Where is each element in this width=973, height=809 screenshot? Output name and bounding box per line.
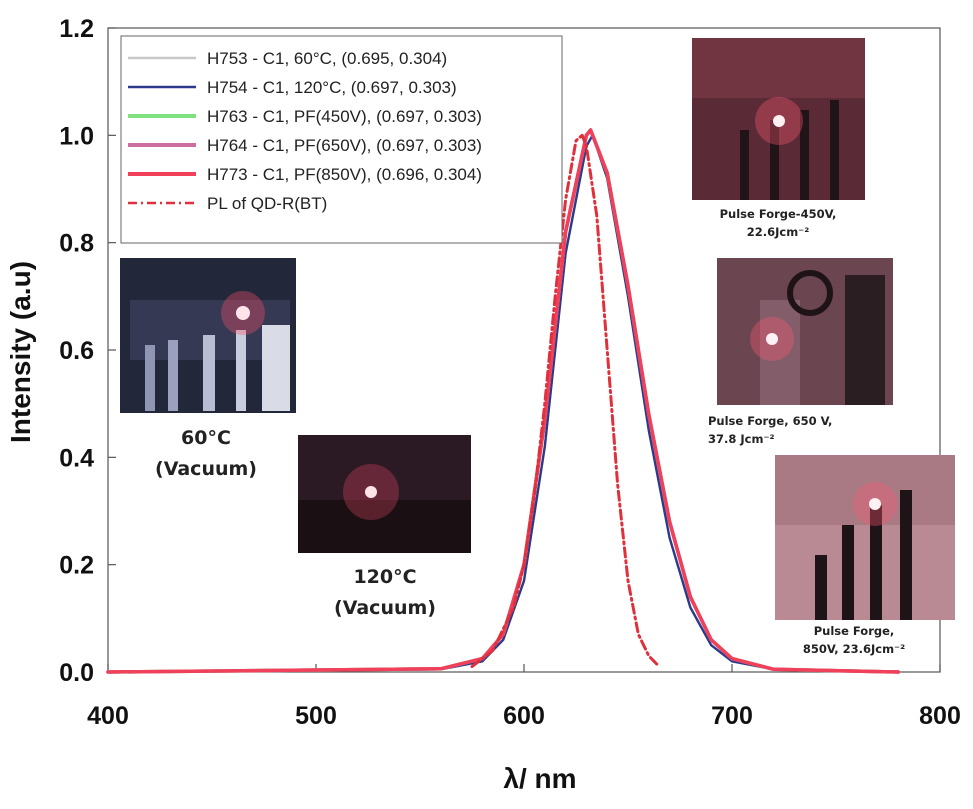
inset-pf450-caption: 22.6Jcm⁻² bbox=[747, 225, 810, 239]
legend-label-1: H754 - C1, 120°C, (0.697, 0.303) bbox=[207, 78, 457, 97]
x-axis-title: λ/ nm bbox=[503, 763, 576, 794]
inset-pf650-caption: Pulse Forge, 650 V, bbox=[708, 414, 832, 428]
y-tick-label: 0.0 bbox=[59, 659, 94, 687]
inset-pf850-caption: Pulse Forge, bbox=[814, 624, 895, 638]
inset-pf850-caption: 850V, 23.6Jcm⁻² bbox=[803, 642, 905, 656]
inset-60c bbox=[120, 258, 296, 413]
x-tick-label: 700 bbox=[711, 702, 753, 730]
x-tick-labels: 400 500 600 700 800 bbox=[87, 702, 961, 730]
inset-pf650 bbox=[717, 258, 893, 405]
y-tick-label: 1.0 bbox=[59, 122, 94, 150]
inset-pf450 bbox=[692, 38, 865, 200]
y-axis-title: Intensity (a.u) bbox=[5, 261, 36, 443]
inset-60c-caption: (Vacuum) bbox=[155, 458, 257, 480]
legend-box bbox=[120, 35, 563, 244]
x-tick-label: 400 bbox=[87, 702, 129, 730]
x-tick-label: 600 bbox=[503, 702, 545, 730]
series-lines bbox=[106, 128, 901, 674]
y-tick-label: 1.2 bbox=[59, 15, 94, 43]
inset-60c-caption: 60°C bbox=[181, 427, 231, 449]
y-tick-label: 0.8 bbox=[59, 230, 94, 258]
legend-label-3: H764 - C1, PF(650V), (0.697, 0.303) bbox=[207, 136, 482, 155]
inset-120c bbox=[298, 435, 471, 553]
y-tick-label: 0.6 bbox=[59, 337, 94, 365]
inset-120c-caption: (Vacuum) bbox=[334, 597, 436, 619]
y-tick-label: 0.2 bbox=[59, 552, 94, 580]
legend-label-4: H773 - C1, PF(850V), (0.696, 0.304) bbox=[207, 165, 482, 184]
inset-120c-caption: 120°C bbox=[353, 566, 416, 588]
x-tick-label: 800 bbox=[919, 702, 961, 730]
legend-label-5: PL of QD-R(BT) bbox=[207, 194, 327, 213]
legend-label-0: H753 - C1, 60°C, (0.695, 0.304) bbox=[207, 49, 447, 68]
series-line-5 bbox=[470, 133, 661, 669]
x-tick-label: 500 bbox=[295, 702, 337, 730]
legend-label-2: H763 - C1, PF(450V), (0.697, 0.303) bbox=[207, 107, 482, 126]
inset-pf450-caption: Pulse Forge-450V, bbox=[720, 207, 837, 221]
inset-pf650-caption: 37.8 Jcm⁻² bbox=[708, 432, 775, 446]
y-tick-labels: 0.0 0.2 0.4 0.6 0.8 1.0 1.2 bbox=[59, 15, 94, 687]
inset-pf850 bbox=[775, 455, 955, 620]
legend: H753 - C1, 60°C, (0.695, 0.304) H754 - C1… bbox=[120, 35, 563, 244]
y-tick-label: 0.4 bbox=[59, 444, 94, 472]
